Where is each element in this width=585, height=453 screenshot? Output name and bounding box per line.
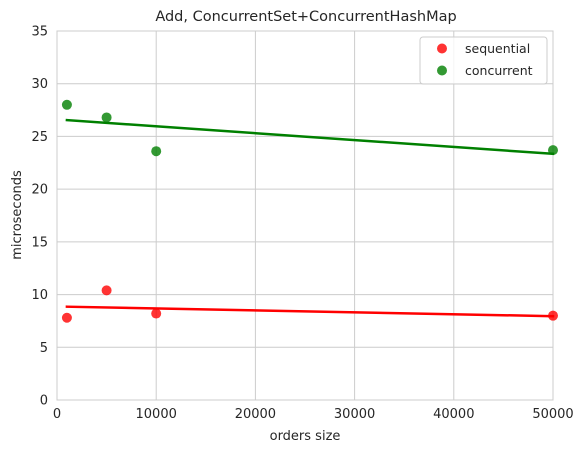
point-sequential-2 (151, 308, 162, 319)
data-points (61, 99, 558, 323)
y-axis-label: microseconds (10, 170, 25, 260)
point-concurrent-3 (548, 145, 558, 156)
plot-area (57, 31, 553, 400)
point-sequential-1 (101, 285, 112, 296)
point-concurrent-1 (101, 112, 112, 123)
point-sequential-0 (61, 312, 72, 323)
legend-label-sequential: sequential (465, 41, 530, 56)
y-tick-label-0: 0 (40, 394, 48, 409)
x-tick-label-4: 40000 (433, 407, 474, 422)
y-tick-label-1: 5 (40, 341, 48, 356)
regression-line-concurrent (65, 118, 555, 156)
legend-marker-concurrent (437, 65, 447, 76)
y-axis-ticks: 0 5 10 15 20 25 30 35 (31, 25, 48, 409)
chart-title: Add, ConcurrentSet+ConcurrentHashMap (155, 9, 456, 25)
y-tick-label-3: 15 (31, 235, 48, 250)
point-concurrent-2 (151, 146, 162, 157)
legend-label-concurrent: concurrent (465, 63, 533, 78)
regression-lines (65, 118, 555, 318)
legend-box (419, 36, 548, 85)
legend: sequential concurrent (419, 36, 548, 85)
x-axis-label: orders size (270, 429, 341, 444)
regression-line-sequential (65, 305, 555, 318)
y-tick-label-5: 25 (31, 130, 48, 145)
x-tick-label-3: 30000 (334, 407, 375, 422)
plot-frame (56, 30, 554, 401)
point-concurrent-0 (61, 99, 72, 110)
x-axis-ticks: 0 10000 20000 30000 40000 50000 (53, 407, 574, 422)
y-tick-label-4: 20 (31, 183, 48, 198)
x-tick-label-0: 0 (53, 407, 61, 422)
y-tick-label-7: 35 (31, 25, 48, 40)
plot-border (56, 30, 554, 401)
x-tick-label-5: 50000 (532, 407, 573, 422)
y-tick-label-6: 30 (31, 77, 48, 92)
y-tick-label-2: 10 (31, 288, 48, 303)
point-sequential-3 (548, 310, 558, 321)
legend-marker-sequential (437, 43, 447, 54)
x-tick-label-1: 10000 (136, 407, 177, 422)
x-tick-label-2: 20000 (235, 407, 276, 422)
